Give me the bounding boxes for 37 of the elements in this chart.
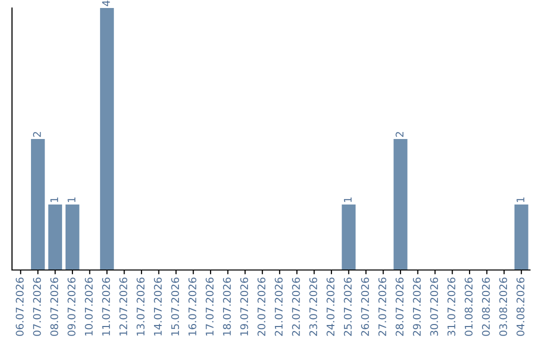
x-tick-label: 04.08.2026 bbox=[516, 278, 524, 336]
x-tick-label: 10.07.2026 bbox=[84, 278, 93, 336]
x-tick-label: 23.07.2026 bbox=[309, 278, 318, 336]
x-tick-label: 02.08.2026 bbox=[482, 278, 490, 336]
x-tick-label: 26.07.2026 bbox=[361, 278, 369, 336]
data-label: 1 bbox=[50, 197, 58, 202]
x-tick-label: 01.08.2026 bbox=[464, 278, 473, 336]
x-tick-label: 14.07.2026 bbox=[154, 278, 162, 336]
x-tick-label: 03.08.2026 bbox=[499, 278, 508, 336]
data-label: 2 bbox=[396, 132, 404, 137]
x-tick-label: 07.07.2026 bbox=[33, 278, 41, 336]
data-label: 1 bbox=[516, 197, 524, 202]
x-tick-label: 30.07.2026 bbox=[430, 278, 438, 336]
x-tick-label: 29.07.2026 bbox=[412, 278, 421, 336]
x-tick-label: 06.07.2026 bbox=[16, 278, 24, 336]
x-tick-label: 21.07.2026 bbox=[274, 278, 283, 336]
x-tick-label: 20.07.2026 bbox=[258, 278, 266, 336]
data-label: 2 bbox=[33, 132, 41, 137]
data-label: 1 bbox=[68, 197, 76, 202]
x-tick-label: 25.07.2026 bbox=[344, 278, 352, 336]
x-tick-label: 13.07.2026 bbox=[136, 278, 145, 336]
data-label: 4 bbox=[102, 0, 110, 6]
x-tick-label: 27.07.2026 bbox=[378, 278, 386, 336]
x-tick-label: 28.07.2026 bbox=[396, 278, 404, 336]
x-tick-label: 12.07.2026 bbox=[119, 278, 128, 336]
x-tick-label: 08.07.2026 bbox=[50, 278, 58, 336]
x-tick-label: 31.07.2026 bbox=[447, 278, 456, 336]
x-tick-label: 15.07.2026 bbox=[171, 278, 180, 336]
x-tick-label: 11.07.2026 bbox=[102, 278, 110, 336]
x-tick-label: 19.07.2026 bbox=[240, 278, 248, 336]
data-label: 1 bbox=[344, 197, 352, 202]
x-tick-label: 24.07.2026 bbox=[326, 278, 334, 336]
x-tick-label: 16.07.2026 bbox=[188, 278, 196, 336]
x-tick-label: 17.07.2026 bbox=[206, 278, 214, 336]
x-tick-label: 09.07.2026 bbox=[68, 278, 76, 336]
x-tick-label: 18.07.2026 bbox=[222, 278, 231, 336]
x-tick-label: 22.07.2026 bbox=[292, 278, 300, 336]
